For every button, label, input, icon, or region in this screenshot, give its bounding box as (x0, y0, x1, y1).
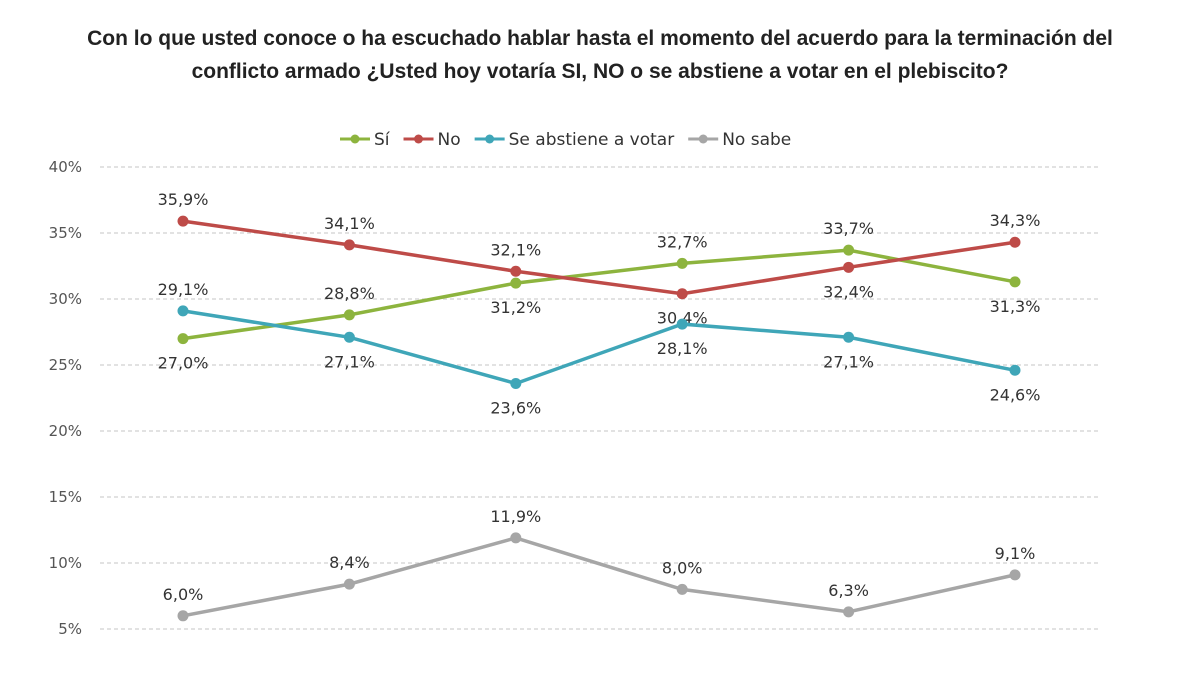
chart-title-line-1: Con lo que usted conoce o ha escuchado h… (87, 27, 1113, 50)
data-label: 24,6% (990, 385, 1041, 404)
data-point (843, 244, 855, 256)
data-label: 34,3% (990, 211, 1041, 230)
data-label: 29,1% (158, 280, 209, 299)
data-point (676, 318, 688, 330)
data-label: 6,0% (163, 585, 204, 604)
data-point (510, 377, 522, 389)
data-point (1009, 364, 1021, 376)
data-point (343, 578, 355, 590)
data-point (676, 288, 688, 300)
data-label: 27,0% (158, 354, 209, 373)
data-point (1009, 236, 1021, 248)
data-point (1009, 276, 1021, 288)
data-label: 32,4% (823, 282, 874, 301)
y-tick-label: 5% (58, 620, 82, 638)
y-tick-label: 35% (49, 224, 82, 242)
legend-marker (350, 134, 360, 144)
data-label: 31,2% (490, 298, 541, 317)
data-label: 31,3% (990, 297, 1041, 316)
data-point (676, 257, 688, 269)
data-label: 27,1% (324, 352, 375, 371)
data-point (510, 277, 522, 289)
data-point (510, 532, 522, 544)
data-label: 34,1% (324, 214, 375, 233)
series-line (182, 248, 1016, 341)
y-tick-label: 40% (49, 158, 82, 176)
data-point (843, 606, 855, 618)
legend-label: Sí (374, 130, 391, 150)
data-label: 23,6% (490, 398, 541, 417)
series-line (182, 219, 1016, 296)
data-point (843, 331, 855, 343)
legend-marker (485, 134, 495, 144)
legend-marker (698, 134, 708, 144)
y-tick-label: 10% (49, 554, 82, 572)
y-tick-label: 25% (49, 356, 82, 374)
data-label: 28,8% (324, 284, 375, 303)
data-label: 33,7% (823, 219, 874, 238)
legend-label: Se abstiene a votar (509, 130, 675, 150)
legend-label: No sabe (722, 130, 791, 150)
data-point (343, 331, 355, 343)
data-point (177, 305, 189, 317)
data-point (177, 215, 189, 227)
data-label: 27,1% (823, 352, 874, 371)
data-label: 28,1% (657, 339, 708, 358)
data-point (343, 239, 355, 251)
data-point (843, 261, 855, 273)
legend-label: No (438, 130, 461, 150)
data-label: 6,3% (828, 581, 869, 600)
data-point (510, 265, 522, 277)
data-label: 8,4% (329, 553, 370, 572)
data-point (177, 610, 189, 622)
data-label: 9,1% (995, 544, 1036, 563)
series-line (182, 309, 1016, 386)
series-line (182, 536, 1016, 618)
data-point (676, 583, 688, 595)
data-point (1009, 569, 1021, 581)
chart-title: Con lo que usted conoce o ha escuchado h… (0, 22, 1200, 88)
data-label: 32,7% (657, 232, 708, 251)
y-tick-label: 20% (49, 422, 82, 440)
data-label: 35,9% (158, 190, 209, 209)
data-point (177, 333, 189, 345)
data-label: 11,9% (490, 507, 541, 526)
data-label: 8,0% (662, 558, 703, 577)
data-label: 30,4% (657, 309, 708, 328)
y-tick-label: 30% (49, 290, 82, 308)
y-tick-label: 15% (49, 488, 82, 506)
data-point (343, 309, 355, 321)
chart-title-line-2: conflicto armado ¿Usted hoy votaría SI, … (191, 60, 1009, 83)
legend-marker (414, 134, 424, 144)
data-label: 32,1% (490, 240, 541, 259)
